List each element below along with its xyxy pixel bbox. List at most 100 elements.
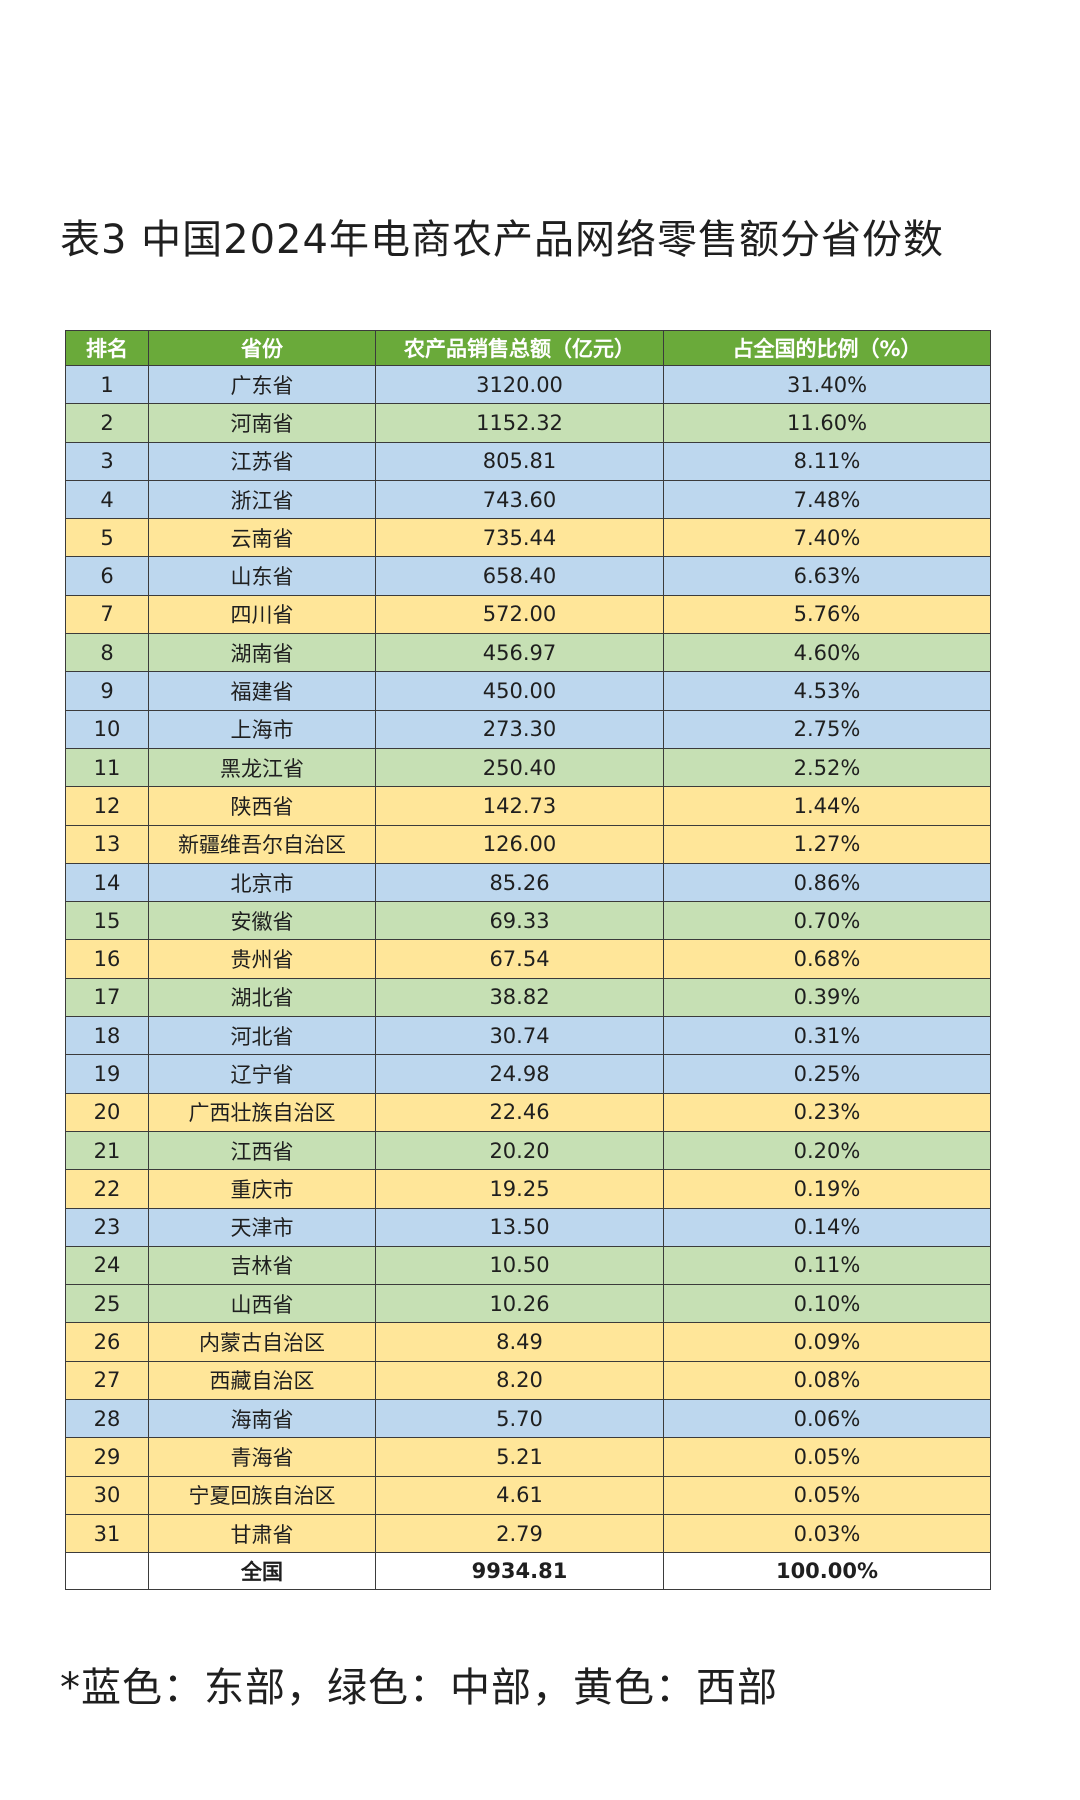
cell-rank: 10 xyxy=(65,709,149,749)
header-share: 占全国的比例（%） xyxy=(663,330,991,366)
legend-footnote: *蓝色：东部，绿色：中部，黄色：西部 xyxy=(60,1665,778,1711)
cell-rank: 2 xyxy=(65,403,149,443)
cell-province: 四川省 xyxy=(148,594,376,635)
cell-share: 0.39% xyxy=(663,977,991,1018)
table-row: 29 青海省 5.21 0.05% xyxy=(65,1437,991,1477)
cell-sales: 20.20 xyxy=(375,1130,664,1171)
sales-table-container: 排名 省份 农产品销售总额（亿元） 占全国的比例（%） 1 广东省 3120.00 3… xyxy=(65,330,991,1591)
table-body: 1 广东省 3120.00 31.40% 2 河南省 1152.32 11.60% 3 江苏省 80… xyxy=(65,364,991,1554)
cell-sales: 3120.00 xyxy=(375,364,664,405)
cell-province: 河北省 xyxy=(148,1016,376,1056)
total-rank xyxy=(65,1552,149,1591)
cell-sales: 10.50 xyxy=(375,1245,664,1286)
table-row: 2 河南省 1152.32 11.60% xyxy=(65,403,991,443)
table-row: 12 陕西省 142.73 1.44% xyxy=(65,786,991,826)
cell-share: 0.25% xyxy=(663,1054,991,1094)
cell-rank: 1 xyxy=(65,364,149,405)
cell-sales: 22.46 xyxy=(375,1092,664,1132)
table-header-row: 排名 省份 农产品销售总额（亿元） 占全国的比例（%） xyxy=(65,330,991,366)
table-row: 20 广西壮族自治区 22.46 0.23% xyxy=(65,1092,991,1132)
cell-share: 0.20% xyxy=(663,1130,991,1171)
cell-province: 广东省 xyxy=(148,364,376,405)
cell-province: 海南省 xyxy=(148,1399,376,1439)
cell-province: 贵州省 xyxy=(148,939,376,979)
cell-sales: 67.54 xyxy=(375,939,664,979)
table-row: 21 江西省 20.20 0.20% xyxy=(65,1130,991,1171)
cell-rank: 21 xyxy=(65,1130,149,1171)
cell-province: 山东省 xyxy=(148,556,376,596)
table-row: 15 安徽省 69.33 0.70% xyxy=(65,901,991,941)
cell-rank: 22 xyxy=(65,1169,149,1209)
cell-province: 湖北省 xyxy=(148,977,376,1018)
cell-rank: 30 xyxy=(65,1475,149,1515)
cell-rank: 12 xyxy=(65,786,149,826)
cell-province: 天津市 xyxy=(148,1207,376,1247)
cell-share: 4.60% xyxy=(663,633,991,673)
cell-share: 0.09% xyxy=(663,1322,991,1362)
cell-rank: 25 xyxy=(65,1284,149,1324)
table-row: 3 江苏省 805.81 8.11% xyxy=(65,441,991,481)
header-province: 省份 xyxy=(148,330,376,366)
cell-sales: 743.60 xyxy=(375,479,664,520)
cell-province: 新疆维吾尔自治区 xyxy=(148,824,376,864)
table-row: 1 广东省 3120.00 31.40% xyxy=(65,364,991,405)
cell-province: 西藏自治区 xyxy=(148,1360,376,1401)
cell-rank: 23 xyxy=(65,1207,149,1247)
cell-province: 云南省 xyxy=(148,518,376,558)
cell-sales: 456.97 xyxy=(375,633,664,673)
cell-share: 0.68% xyxy=(663,939,991,979)
cell-sales: 450.00 xyxy=(375,671,664,711)
total-label: 全国 xyxy=(148,1552,376,1591)
cell-share: 0.03% xyxy=(663,1513,991,1554)
total-share: 100.00% xyxy=(663,1552,991,1591)
cell-rank: 13 xyxy=(65,824,149,864)
table-row: 16 贵州省 67.54 0.68% xyxy=(65,939,991,979)
cell-province: 湖南省 xyxy=(148,633,376,673)
table-title: 表3 中国2024年电商农产品网络零售额分省份数 xyxy=(60,217,944,263)
cell-sales: 572.00 xyxy=(375,594,664,635)
cell-share: 31.40% xyxy=(663,364,991,405)
cell-share: 0.06% xyxy=(663,1399,991,1439)
table-row: 26 内蒙古自治区 8.49 0.09% xyxy=(65,1322,991,1362)
cell-share: 0.05% xyxy=(663,1475,991,1515)
cell-province: 陕西省 xyxy=(148,786,376,826)
cell-share: 0.70% xyxy=(663,901,991,941)
cell-province: 吉林省 xyxy=(148,1245,376,1286)
cell-province: 辽宁省 xyxy=(148,1054,376,1094)
cell-province: 重庆市 xyxy=(148,1169,376,1209)
total-sales: 9934.81 xyxy=(375,1552,664,1591)
cell-share: 5.76% xyxy=(663,594,991,635)
cell-rank: 3 xyxy=(65,441,149,481)
cell-rank: 5 xyxy=(65,518,149,558)
cell-rank: 17 xyxy=(65,977,149,1018)
cell-share: 0.05% xyxy=(663,1437,991,1477)
cell-sales: 4.61 xyxy=(375,1475,664,1515)
cell-share: 6.63% xyxy=(663,556,991,596)
cell-sales: 5.70 xyxy=(375,1399,664,1439)
cell-share: 0.11% xyxy=(663,1245,991,1286)
cell-province: 山西省 xyxy=(148,1284,376,1324)
cell-province: 江西省 xyxy=(148,1130,376,1171)
cell-rank: 8 xyxy=(65,633,149,673)
table-row: 6 山东省 658.40 6.63% xyxy=(65,556,991,596)
cell-province: 宁夏回族自治区 xyxy=(148,1475,376,1515)
table-row: 5 云南省 735.44 7.40% xyxy=(65,518,991,558)
cell-rank: 26 xyxy=(65,1322,149,1362)
cell-share: 7.40% xyxy=(663,518,991,558)
cell-province: 上海市 xyxy=(148,709,376,749)
cell-sales: 658.40 xyxy=(375,556,664,596)
cell-sales: 5.21 xyxy=(375,1437,664,1477)
table-row: 7 四川省 572.00 5.76% xyxy=(65,594,991,635)
cell-sales: 2.79 xyxy=(375,1513,664,1554)
cell-province: 安徽省 xyxy=(148,901,376,941)
cell-rank: 9 xyxy=(65,671,149,711)
cell-province: 青海省 xyxy=(148,1437,376,1477)
cell-sales: 735.44 xyxy=(375,518,664,558)
cell-sales: 8.20 xyxy=(375,1360,664,1401)
table-row: 27 西藏自治区 8.20 0.08% xyxy=(65,1360,991,1401)
cell-rank: 28 xyxy=(65,1399,149,1439)
cell-rank: 20 xyxy=(65,1092,149,1132)
cell-sales: 250.40 xyxy=(375,747,664,788)
table-row: 18 河北省 30.74 0.31% xyxy=(65,1016,991,1056)
table-row: 11 黑龙江省 250.40 2.52% xyxy=(65,747,991,788)
